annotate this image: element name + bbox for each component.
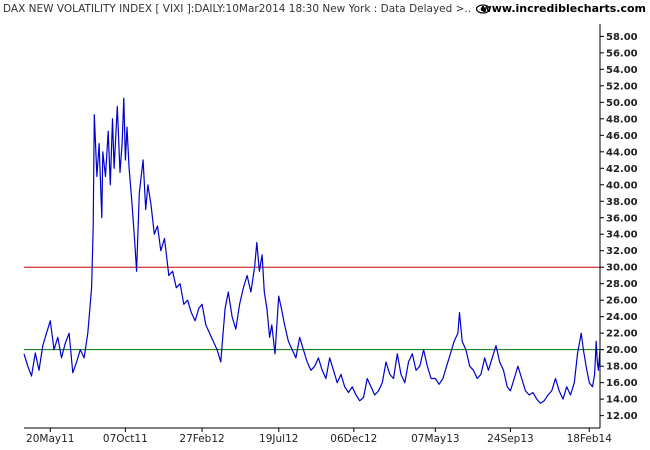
y-tick-label: 40.00 bbox=[606, 180, 638, 191]
reference-lines bbox=[24, 266, 600, 351]
y-tick-label: 52.00 bbox=[606, 81, 638, 92]
y-tick-label: 44.00 bbox=[606, 147, 638, 158]
y-tick-label: 36.00 bbox=[606, 213, 638, 224]
series-line-0 bbox=[23, 97, 601, 404]
y-tick-label: 22.00 bbox=[606, 329, 638, 340]
x-tick-label: 06Dec12 bbox=[330, 433, 377, 445]
y-tick-label: 24.00 bbox=[606, 312, 638, 323]
x-axis-ticks: 20May11 07Oct11 27Feb12 19Jul12 06Dec12 07May… bbox=[26, 428, 612, 445]
y-tick-label: 48.00 bbox=[606, 114, 638, 125]
x-tick-label: 07May13 bbox=[411, 433, 459, 445]
y-tick-label: 50.00 bbox=[606, 98, 638, 109]
x-tick-label: 19Jul12 bbox=[259, 433, 298, 445]
x-tick-label: 20May11 bbox=[26, 433, 74, 445]
y-tick-label: 56.00 bbox=[606, 48, 638, 59]
y-tick-label: 20.00 bbox=[606, 345, 638, 356]
x-tick-label: 07Oct11 bbox=[103, 433, 148, 445]
y-tick-label: 42.00 bbox=[606, 164, 638, 175]
y-tick-label: 32.00 bbox=[606, 246, 638, 257]
chart-title: DAX NEW VOLATILITY INDEX [ VIXI ]:DAILY:… bbox=[3, 3, 472, 15]
y-tick-label: 12.00 bbox=[606, 411, 638, 422]
y-tick-label: 14.00 bbox=[606, 395, 638, 406]
axes bbox=[24, 24, 601, 429]
y-tick-label: 28.00 bbox=[606, 279, 638, 290]
y-tick-label: 34.00 bbox=[606, 230, 638, 241]
y-tick-label: 38.00 bbox=[606, 197, 638, 208]
x-tick-label: 24Sep13 bbox=[487, 433, 534, 445]
y-tick-label: 30.00 bbox=[606, 263, 638, 274]
y-tick-label: 26.00 bbox=[606, 296, 638, 307]
series-layer bbox=[23, 97, 601, 404]
x-tick-label: 27Feb12 bbox=[179, 433, 224, 445]
y-tick-label: 46.00 bbox=[606, 131, 638, 142]
y-tick-label: 18.00 bbox=[606, 362, 638, 373]
y-tick-label: 16.00 bbox=[606, 378, 638, 389]
chart-header: DAX NEW VOLATILITY INDEX [ VIXI ]:DAILY:… bbox=[0, 0, 650, 20]
site-link[interactable]: www.incrediblecharts.com bbox=[481, 2, 646, 15]
y-tick-label: 58.00 bbox=[606, 32, 638, 43]
y-tick-label: 54.00 bbox=[606, 65, 638, 76]
y-axis-ticks: 12.00 14.00 16.00 18.00 20.00 22.00 24.00 26.00… bbox=[600, 32, 638, 422]
eye-logo-icon bbox=[476, 4, 490, 14]
x-tick-label: 18Feb14 bbox=[567, 433, 613, 445]
